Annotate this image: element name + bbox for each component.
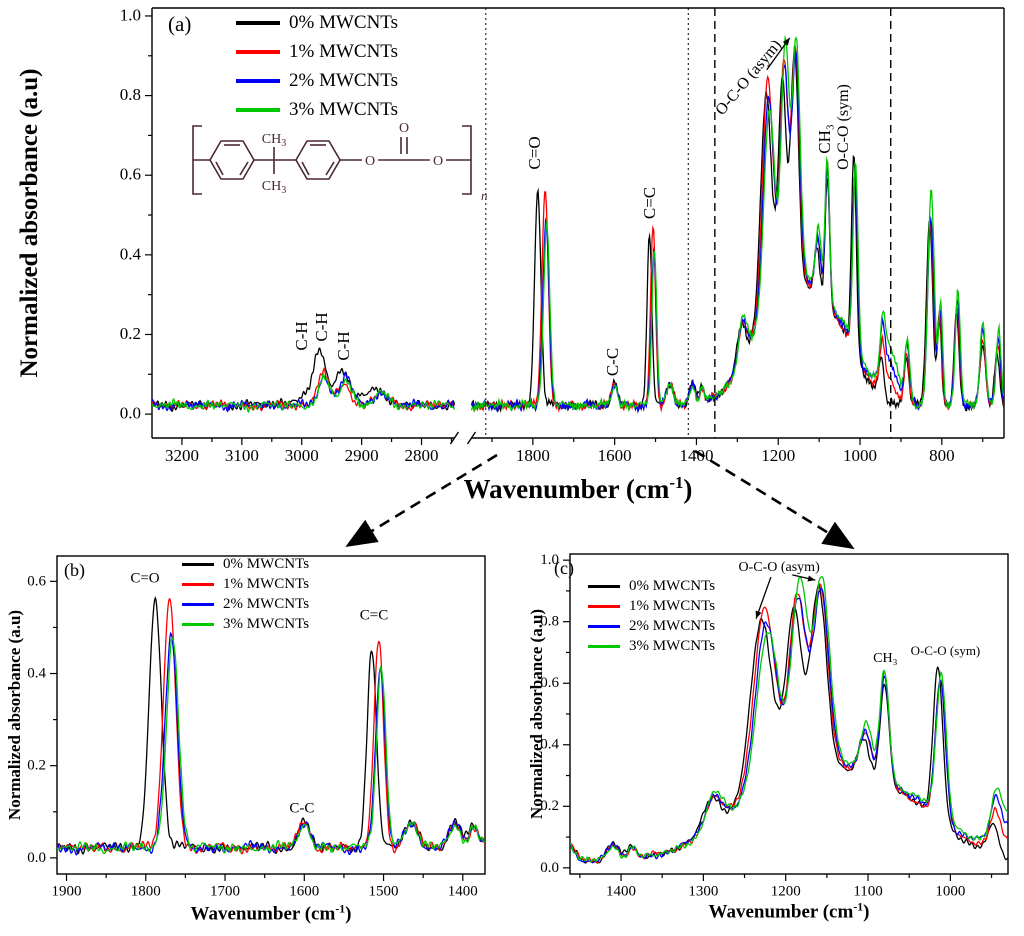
x-axis-title-text: Wavenumber (cm bbox=[190, 903, 336, 925]
panel-c: (c) Normalized absorbance (a.u) Wavenumb… bbox=[524, 540, 1024, 936]
ch3-label: CH3 bbox=[262, 179, 286, 196]
panel-letter-c: (c) bbox=[554, 558, 574, 578]
right-bracket bbox=[462, 125, 472, 195]
legend-label: 2% MWCNTs bbox=[629, 618, 716, 634]
legend-line-swatch bbox=[182, 623, 214, 626]
legend-line-swatch bbox=[182, 563, 214, 566]
ch3-label: CH3 bbox=[262, 132, 286, 149]
legend-label: 1% MWCNTs bbox=[629, 598, 716, 614]
x-axis-title-close: ) bbox=[683, 474, 693, 504]
legend-item: 3% MWCNTs bbox=[588, 638, 715, 655]
legend-label: 0% MWCNTs bbox=[289, 12, 398, 33]
x-axis-title-text: Wavenumber (cm bbox=[708, 901, 854, 923]
double-bond bbox=[239, 161, 249, 176]
repeat-subscript-n: n bbox=[481, 188, 488, 203]
x-axis-title-superscript: -1 bbox=[335, 902, 346, 916]
peak-annotation: C=C bbox=[359, 607, 389, 624]
legend-label: 0% MWCNTs bbox=[629, 578, 716, 594]
peak-annotation: CH₃ bbox=[814, 124, 834, 155]
legend-item: 0% MWCNTs bbox=[182, 556, 309, 573]
x-axis-title-b: Wavenumber (cm-1) bbox=[191, 902, 352, 925]
legend-line-swatch bbox=[588, 625, 620, 628]
legend-label: 0% MWCNTs bbox=[223, 556, 310, 572]
spectrum-canvas-b bbox=[0, 540, 500, 936]
legend-line-swatch bbox=[182, 583, 214, 586]
legend-item: 0% MWCNTs bbox=[236, 12, 398, 34]
legend-line-swatch bbox=[588, 645, 620, 648]
x-axis-title-c: Wavenumber (cm-1) bbox=[709, 900, 870, 923]
peak-annotation: O-C-O (sym) bbox=[834, 84, 852, 171]
y-axis-title-b: Normalized absorbance (a.u) bbox=[5, 609, 24, 821]
legend-line-swatch bbox=[588, 585, 620, 588]
peak-annotation: CH₃ bbox=[873, 650, 898, 666]
double-bond bbox=[301, 161, 310, 176]
legend-line-swatch bbox=[236, 50, 280, 54]
legend-line-swatch bbox=[182, 603, 214, 606]
legend-item: 3% MWCNTs bbox=[182, 616, 309, 633]
double-bond bbox=[325, 161, 335, 176]
panel-letter-b: (b) bbox=[64, 560, 85, 580]
peak-annotation: O-C-O (sym) bbox=[910, 642, 981, 658]
legend-item: 2% MWCNTs bbox=[588, 618, 715, 635]
x-axis-title-superscript: -1 bbox=[853, 900, 864, 914]
double-bond bbox=[215, 161, 224, 176]
y-axis-title-c: Normalized absorbance (a.u) bbox=[527, 608, 546, 820]
oxygen-label: O bbox=[365, 154, 375, 169]
benzene-ring-icon bbox=[209, 140, 255, 180]
peak-annotation: O-C-O (asym) bbox=[738, 559, 820, 575]
legend-item: 1% MWCNTs bbox=[182, 576, 309, 593]
x-axis-title-superscript: -1 bbox=[669, 473, 684, 492]
legend-item: 2% MWCNTs bbox=[182, 596, 309, 613]
legend-line-swatch bbox=[236, 21, 280, 25]
peak-annotation: C-H bbox=[334, 331, 354, 362]
legend-label: 3% MWCNTs bbox=[223, 616, 310, 632]
legend-line-swatch bbox=[588, 605, 620, 608]
peak-annotation: C=O bbox=[130, 570, 160, 587]
x-axis-title-a: Wavenumber (cm-1) bbox=[464, 473, 693, 505]
oxygen-label: O bbox=[433, 154, 443, 169]
legend-item: 3% MWCNTs bbox=[236, 99, 398, 121]
peak-annotation: C-C bbox=[603, 348, 622, 377]
benzene-ring-icon bbox=[295, 140, 341, 180]
legend-label: 2% MWCNTs bbox=[289, 70, 398, 91]
legend-a: 0% MWCNTs 1% MWCNTs 2% MWCNTs 3% MWCNTs bbox=[236, 12, 398, 128]
spectrum-canvas-a bbox=[0, 0, 1024, 525]
legend-label: 1% MWCNTs bbox=[223, 576, 310, 592]
legend-label: 3% MWCNTs bbox=[629, 638, 716, 654]
panel-letter-a: (a) bbox=[168, 12, 192, 36]
x-axis-title-close: ) bbox=[863, 901, 870, 923]
legend-c: 0% MWCNTs 1% MWCNTs 2% MWCNTs 3% MWCNTs bbox=[588, 578, 715, 658]
legend-label: 3% MWCNTs bbox=[289, 99, 398, 120]
peak-annotation: C=C bbox=[640, 186, 660, 220]
legend-item: 1% MWCNTs bbox=[588, 598, 715, 615]
peak-annotation: C=O bbox=[525, 136, 545, 170]
legend-item: 2% MWCNTs bbox=[236, 70, 398, 92]
x-axis-title-text: Wavenumber (cm bbox=[463, 474, 670, 504]
panel-b: (b) Normalized absorbance (a.u) Wavenumb… bbox=[0, 540, 500, 936]
legend-item: 0% MWCNTs bbox=[588, 578, 715, 595]
peak-annotation: C-C bbox=[289, 800, 315, 817]
legend-label: 2% MWCNTs bbox=[223, 596, 310, 612]
legend-item: 1% MWCNTs bbox=[236, 41, 398, 63]
x-axis-title-close: ) bbox=[345, 903, 352, 925]
polycarbonate-structure: CH3 CH3 O O O n bbox=[192, 121, 488, 203]
legend-line-swatch bbox=[236, 79, 280, 83]
y-axis-title-a: Normalized absorbance (a.u) bbox=[16, 68, 43, 378]
legend-label: 1% MWCNTs bbox=[289, 41, 398, 62]
peak-annotation: C-H bbox=[292, 321, 312, 352]
peak-annotation: C-H bbox=[312, 311, 332, 342]
legend-line-swatch bbox=[236, 108, 280, 112]
panel-a: (a) Normalized absorbance (a.u) Wavenumb… bbox=[0, 0, 1024, 525]
oxygen-label: O bbox=[399, 121, 409, 136]
legend-b: 0% MWCNTs 1% MWCNTs 2% MWCNTs 3% MWCNTs bbox=[182, 556, 309, 636]
